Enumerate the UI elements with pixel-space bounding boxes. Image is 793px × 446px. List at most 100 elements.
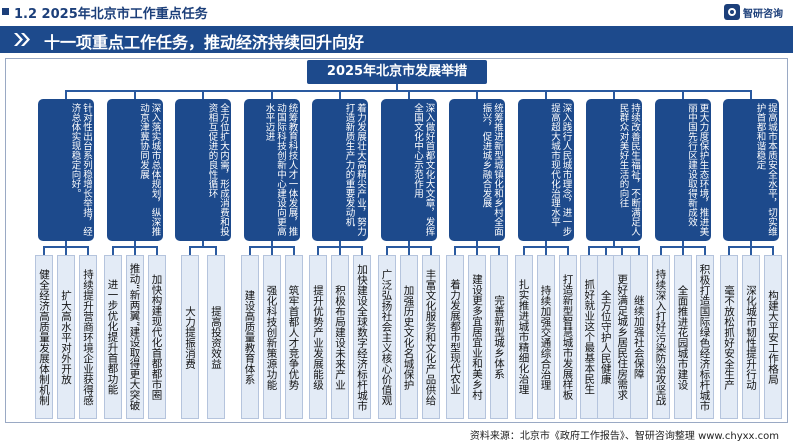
measure-text: 提升优势产业发展能级 [312,284,324,390]
task-stem [613,241,615,247]
measure-box: 抓好就业这个最基本民生 [580,255,599,419]
sub-stem [43,246,45,255]
task-text: 针对性出台系列稳增长举措，经济总体实现稳定向好。 [69,103,93,236]
measure-text: 提高投资效益 [210,305,222,369]
measure-box: 进一步优化提升首都功能 [103,255,122,419]
task-box: 针对性出台系列稳增长举措，经济总体实现稳定向好。 [38,99,94,241]
brand-logo: 智研咨询 [724,3,783,21]
measure-text: 健全经济高质量发展体制机制 [38,268,50,406]
sub-stem [544,246,547,255]
task-stem [65,241,67,247]
measure-box: 大力提振消费 [181,255,199,419]
task-stem [681,241,684,247]
double-chevron-icon [14,33,30,46]
measure-box: 筑牢首都人才竞争优势 [284,255,303,419]
measure-text: 更好满足城乡居民住房需求 [616,274,629,400]
measure-text: 推动“新两翼”建设取得更大突破 [128,263,141,411]
task-text: 统筹推进新型城镇化和乡村全面振兴，促进城乡融合发展 [480,103,504,236]
measure-text: 扩大高水平对外开放 [60,289,72,385]
task-text: 全方位扩大内需，形成消费和投资相互促进的良性循环 [206,103,230,236]
section-header: 1.2 2025年北京市工作重点任务 智研咨询 [0,0,793,24]
measure-text: 扎实推进城市精细化治理 [517,279,530,395]
measure-box: 继续加强社会保障 [629,255,648,419]
sub-stem [498,246,500,255]
measure-text: 积极打造国际绿色经济标杆城市 [698,263,711,411]
measure-text: 加快构建现代化首都都市圈 [150,274,163,400]
measure-box: 全面推进花园城市建设 [673,255,692,419]
task-connector [476,90,478,99]
task-text: 着力发展壮大高精尖产业，努力打造新质生产力的重要发动机 [343,103,367,236]
measure-text: 持续深入打好污染防治攻坚战 [654,268,667,406]
measure-box: 积极打造国际绿色经济标杆城市 [695,255,714,419]
task-connector [133,90,136,99]
sub-stem [750,246,752,255]
task-connector [270,90,273,99]
task-text: 深入落实城市总体规划，纵深推动京津冀协同发展 [138,103,161,236]
sub-stem [111,246,114,255]
sub-stem [659,246,662,255]
measure-text: 持续提升营商环境企业获得感 [82,268,94,406]
measure-text: 抓好就业这个最基本民生 [583,279,596,395]
task-box: 统筹推进新型城镇化和乡村全面振兴，促进城乡融合发展 [449,99,505,241]
task-text: 统筹教育科技人才一体发展，推动国际科技创新中心建设向更高水平迈进 [263,103,298,236]
task-stem [544,241,547,247]
task-connector [65,90,67,99]
headline-banner: 十一项重点工作任务，推动经济持续回升向好 [0,26,793,53]
section-title: 1.2 2025年北京市工作重点任务 [14,7,208,22]
sub-stem [133,246,136,255]
sub-connector [589,246,639,248]
sub-stem [385,246,388,255]
measure-box: 扩大高水平对外开放 [57,255,75,419]
task-connector [339,90,341,99]
sub-stem [248,246,251,255]
sub-stem [772,246,774,255]
logo-icon [724,4,740,20]
measure-text: 丰富文化服务和文化产品供给 [424,268,437,406]
sub-stem [728,246,730,255]
sub-stem [407,246,410,255]
measure-box: 完善新型城乡体系 [490,255,508,419]
sub-stem [637,246,640,255]
task-stem [750,241,752,247]
measure-text: 广泛弘扬社会主义核心价值观 [380,268,393,406]
section-bullet [2,8,9,15]
measure-text: 打造新型智慧城市发展样板 [561,274,574,400]
measure-box: 扎实推进城市精细化治理 [514,255,533,419]
measure-box: 强化科技创新策源功能 [262,255,281,419]
sub-stem [621,246,624,255]
measure-box: 建设高质量教育体系 [240,255,259,419]
root-connector [396,84,398,91]
measure-box: 构建大平安工作格局 [764,255,782,419]
measure-text: 全面推进花园城市建设 [676,284,689,390]
logo-text: 智研咨询 [743,8,783,20]
task-text: 更大力度保护生态环境，推进美丽中国先行区建设取得新成效 [686,103,709,236]
task-stem [476,241,478,247]
measure-text: 毫不放松抓好安全生产 [723,284,735,390]
banner-text: 十一项重点工作任务，推动经济持续回升向好 [44,33,365,52]
sub-connector [190,246,216,248]
task-box: 深入落实城市总体规划，纵深推动京津冀协同发展 [106,99,163,241]
measure-box: 着力发展都市型现代农业 [446,255,464,419]
measure-box: 积极布局建设未来产业 [331,255,349,419]
sub-stem [87,246,89,255]
sub-stem [454,246,456,255]
measure-box: 全方位守护人民健康 [596,255,615,419]
sub-stem [703,246,706,255]
measure-box: 更好满足城乡居民住房需求 [613,255,632,419]
measure-text: 持续加强交通综合治理 [539,284,552,390]
measure-text: 大力提振消费 [184,305,196,369]
task-text: 提高城市本质安全水平，切实维护首都和谐稳定 [754,103,778,236]
task-stem [407,241,410,247]
sub-stem [681,246,684,255]
measure-text: 建设高质量教育体系 [243,289,256,385]
measure-box: 建设更多宜居宜业和美乡村 [468,255,486,419]
measure-box: 毫不放松抓好安全生产 [720,255,738,419]
measure-box: 持续深入打好污染防治攻坚战 [651,255,670,419]
diagram-root-title: 2025年北京市发展举措 [307,60,487,84]
measure-text: 加快建设全球数字经济标杆城市 [356,263,368,411]
sub-stem [189,246,191,255]
task-text: 持续改善民生福祉，不断满足人民群众对美好生活的向往 [617,103,641,236]
sub-stem [566,246,569,255]
sub-stem [429,246,432,255]
measure-text: 全方位守护人民健康 [599,289,612,385]
